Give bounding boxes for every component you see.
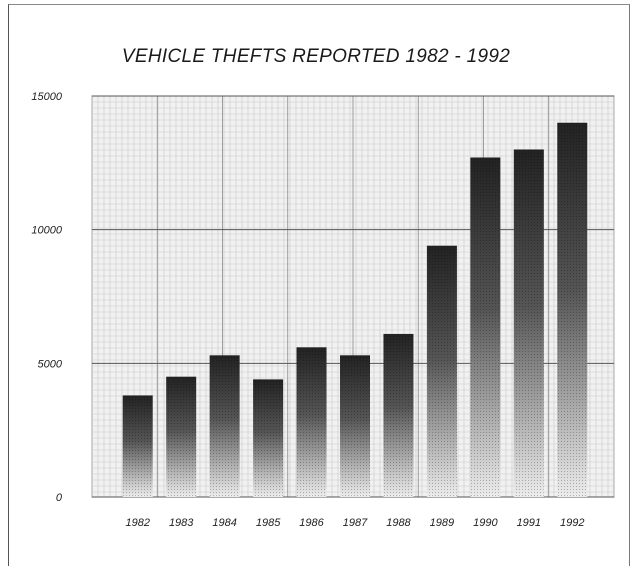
bar-texture-1984 xyxy=(209,355,240,497)
chart-title: VEHICLE THEFTS REPORTED 1982 - 1992 xyxy=(121,46,511,67)
chart-frame xyxy=(8,4,630,566)
y-tick-label: 0 xyxy=(56,492,63,504)
bar-texture-1988 xyxy=(383,333,414,497)
bar-texture-1983 xyxy=(166,376,197,497)
x-tick-label: 1992 xyxy=(560,517,584,529)
x-tick-label: 1983 xyxy=(169,517,194,529)
bar-texture-1992 xyxy=(557,122,588,497)
x-tick-label: 1991 xyxy=(517,517,541,529)
bar-texture-1982 xyxy=(122,395,153,497)
y-tick-label: 5000 xyxy=(38,358,63,370)
bar-texture-1985 xyxy=(253,379,284,497)
bar-texture-1991 xyxy=(513,149,544,497)
x-tick-label: 1982 xyxy=(125,517,149,529)
x-tick-label: 1988 xyxy=(386,517,411,529)
bar-texture-1986 xyxy=(296,347,327,497)
x-tick-label: 1989 xyxy=(430,517,454,529)
x-tick-label: 1985 xyxy=(256,517,281,529)
x-axis: 1982 1983 1984 1985 1986 1987 1988 1989 1990 1991… xyxy=(125,517,584,529)
y-tick-label: 15000 xyxy=(31,91,62,103)
bar-texture-1989 xyxy=(426,245,457,497)
y-axis: 0 5000 10000 15000 xyxy=(31,91,62,504)
x-tick-label: 1986 xyxy=(299,517,324,529)
bar-series xyxy=(122,122,588,497)
y-tick-label: 10000 xyxy=(31,225,62,237)
x-tick-label: 1984 xyxy=(212,517,236,529)
bar-texture-1987 xyxy=(340,355,370,497)
x-tick-label: 1987 xyxy=(343,517,368,529)
bar-texture-1990 xyxy=(470,157,501,497)
x-tick-label: 1990 xyxy=(473,517,498,529)
